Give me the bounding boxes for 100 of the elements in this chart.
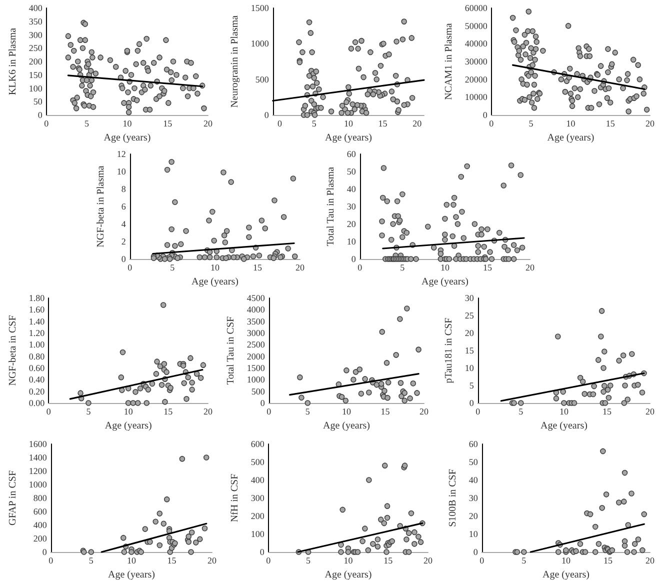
y-tick-label: 100 xyxy=(250,529,265,539)
x-tick-label: 20 xyxy=(208,556,217,566)
y-tick-label: 500 xyxy=(251,386,266,396)
y-tick-label: 1500 xyxy=(250,3,270,13)
y-tick-label: 1500 xyxy=(246,363,266,373)
y-tick-label: 0 xyxy=(473,547,478,557)
y-tick-label: 0.00 xyxy=(28,398,46,408)
x-tick-label: 20 xyxy=(424,556,433,566)
y-tick-label: 300 xyxy=(28,30,43,40)
y-axis-title: S100B in CSF xyxy=(448,468,458,527)
y-tick-label: 400 xyxy=(33,520,48,530)
x-axis-title: Age (years) xyxy=(191,276,238,288)
y-axis-title: Total Tau in CSF xyxy=(226,316,236,385)
x-tick-label: 10 xyxy=(210,262,220,272)
y-tick-label: 50000 xyxy=(464,20,488,31)
x-axis-title: Age (years) xyxy=(540,420,588,432)
y-tick-label: 30 xyxy=(464,293,474,303)
y-tick-label: 10 xyxy=(464,363,474,373)
x-tick-label: 10 xyxy=(566,118,576,128)
y-tick-label: 20 xyxy=(346,219,356,229)
y-tick-label: 800 xyxy=(33,493,48,503)
y-axis-title: KLK6 in Plasma xyxy=(8,27,18,96)
y-tick-label: 0.40 xyxy=(28,374,46,385)
y-tick-label: 50 xyxy=(468,457,478,467)
y-tick-label: 400 xyxy=(250,475,265,485)
y-tick-label: 0 xyxy=(351,254,356,264)
y-tick-label: 30 xyxy=(346,202,356,212)
y-tick-label: 60 xyxy=(468,439,478,449)
x-tick-label: 20 xyxy=(646,556,655,566)
y-tick-label: 4500 xyxy=(246,293,266,303)
x-tick-label: 15 xyxy=(164,406,174,416)
y-tick-label: 1.40 xyxy=(28,316,46,326)
x-axis-title: Age (years) xyxy=(324,132,372,144)
y-axis-title: pTau181 in CSF xyxy=(444,317,454,384)
x-tick-label: 5 xyxy=(86,406,92,416)
y-tick-label: 15 xyxy=(464,346,474,356)
y-tick-label: 100 xyxy=(28,83,43,94)
y-axis-title: NfH in CSF xyxy=(230,473,240,522)
y-tick-label: 40 xyxy=(346,184,356,194)
y-tick-label: 5 xyxy=(469,380,474,390)
x-tick-label: 15 xyxy=(606,118,616,128)
y-tick-label: 40000 xyxy=(464,38,488,49)
y-tick-label: 20000 xyxy=(464,74,488,84)
x-tick-label: 0 xyxy=(278,118,283,128)
x-tick-label: 20 xyxy=(420,406,429,416)
x-tick-label: 20 xyxy=(412,118,422,128)
y-tick-label: 0 xyxy=(469,398,474,408)
x-tick-label: 5 xyxy=(305,406,310,416)
x-tick-label: 5 xyxy=(84,118,90,128)
y-tick-label: 300 xyxy=(250,493,265,503)
x-tick-label: 15 xyxy=(602,406,612,416)
y-tick-label: 0.80 xyxy=(28,351,46,362)
y-tick-label: 0 xyxy=(42,547,48,557)
x-tick-label: 10 xyxy=(561,556,571,566)
y-tick-label: 0 xyxy=(482,110,488,120)
y-axis-title: NGF-beta in CSF xyxy=(8,314,18,386)
y-axis-title: GFAP in CSF xyxy=(8,470,18,526)
x-tick-label: 5 xyxy=(518,406,524,416)
y-tick-label: 1.00 xyxy=(28,340,46,350)
y-tick-label: 4000 xyxy=(246,304,266,315)
x-axis-title: Age (years) xyxy=(547,132,594,144)
y-tick-label: 10000 xyxy=(464,92,488,102)
x-tick-label: 0 xyxy=(358,262,363,272)
y-tick-label: 20 xyxy=(468,511,478,521)
y-tick-label: 60 xyxy=(346,149,356,159)
y-tick-label: 600 xyxy=(250,439,265,449)
y-tick-label: 3500 xyxy=(246,316,266,326)
y-tick-label: 20 xyxy=(464,328,474,338)
x-tick-label: 15 xyxy=(378,118,388,128)
y-tick-label: 400 xyxy=(28,3,43,13)
x-axis-title: Age (years) xyxy=(324,570,372,580)
y-tick-label: 12 xyxy=(116,149,126,159)
y-tick-label: 0 xyxy=(264,110,270,120)
y-tick-label: 0 xyxy=(121,254,126,264)
y-tick-label: 30000 xyxy=(464,56,488,66)
x-tick-label: 20 xyxy=(296,262,305,272)
x-tick-label: 5 xyxy=(528,118,534,128)
x-tick-label: 15 xyxy=(603,556,613,566)
x-axis-title: Age (years) xyxy=(322,420,370,432)
y-tick-label: 3000 xyxy=(246,328,266,338)
y-tick-label: 0.20 xyxy=(28,386,46,396)
x-axis-title: Age (years) xyxy=(104,420,152,432)
y-axis-title: NCAM1 in Plasma xyxy=(444,22,454,100)
y-tick-label: 8 xyxy=(121,184,126,194)
y-tick-label: 1200 xyxy=(28,466,48,476)
x-tick-label: 15 xyxy=(384,556,394,566)
y-tick-label: 2500 xyxy=(246,340,266,350)
y-tick-label: 250 xyxy=(28,43,43,54)
y-tick-label: 60000 xyxy=(464,3,488,13)
x-tick-label: 5 xyxy=(400,262,406,272)
x-tick-label: 15 xyxy=(163,118,173,128)
x-tick-label: 20 xyxy=(204,118,213,128)
x-tick-label: 0 xyxy=(48,556,54,566)
y-tick-label: 2 xyxy=(121,236,126,246)
y-tick-label: 25 xyxy=(464,310,474,320)
x-tick-label: 10 xyxy=(559,406,569,416)
y-tick-label: 200 xyxy=(33,534,48,544)
x-tick-label: 5 xyxy=(522,556,527,566)
x-tick-label: 0 xyxy=(489,118,494,128)
y-tick-label: 500 xyxy=(255,74,270,84)
